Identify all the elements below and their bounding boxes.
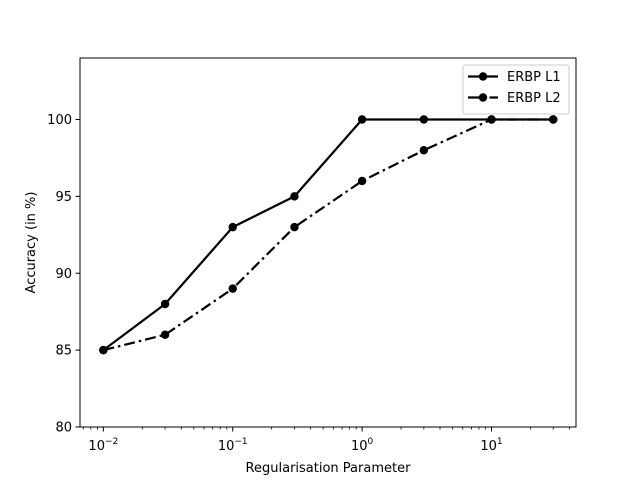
x-tick-label-exponent: −1: [234, 437, 247, 447]
y-axis-label: Accuracy (in %): [24, 192, 39, 294]
x-tick-label: 10−1: [218, 437, 248, 454]
legend: ERBP L1 ERBP L2: [462, 64, 570, 115]
legend-marker: [478, 72, 488, 81]
legend-label: ERBP L2: [507, 91, 561, 106]
legend-item: ERBP L2: [468, 91, 561, 106]
x-tick-label-exponent: 1: [497, 437, 503, 447]
data-point: [487, 115, 496, 124]
plot-frame: [79, 57, 577, 428]
legend-marker: [478, 93, 488, 102]
x-axis-ticks: 10−2 10−1 100 101: [82, 427, 570, 454]
series-line: [103, 118, 554, 352]
legend-label: ERBP L1: [507, 70, 561, 85]
y-tick-label: 100: [47, 113, 72, 128]
y-tick-label: 85: [55, 344, 72, 359]
x-tick-label-base: 10: [88, 439, 105, 454]
x-tick-label-base: 10: [351, 439, 368, 454]
data-point: [160, 299, 170, 309]
y-tick-label: 90: [55, 267, 72, 282]
y-axis-ticks: 80 85 90 95 100: [47, 113, 80, 436]
series-layer: [99, 115, 558, 355]
data-point: [357, 176, 367, 186]
y-tick-label: 95: [55, 190, 72, 205]
x-tick-label: 100: [351, 437, 374, 454]
data-point: [549, 115, 558, 124]
x-tick-label: 10−2: [88, 437, 118, 454]
data-point: [228, 284, 237, 293]
series-line: [102, 118, 554, 352]
data-point: [357, 115, 367, 124]
x-tick-label-exponent: 0: [368, 437, 374, 447]
x-axis-label: Regularisation Parameter: [246, 461, 412, 476]
x-tick-label: 101: [480, 437, 502, 454]
data-point: [228, 222, 237, 232]
data-point: [290, 222, 299, 232]
data-point: [290, 192, 299, 201]
y-tick-label: 80: [55, 421, 72, 436]
data-point: [160, 330, 170, 339]
x-tick-label-base: 10: [218, 439, 235, 454]
x-tick-label-base: 10: [480, 439, 497, 454]
series-2: [99, 115, 558, 355]
data-point: [419, 146, 429, 155]
legend-item: ERBP L1: [468, 70, 561, 85]
data-point: [99, 345, 108, 355]
data-point: [419, 115, 429, 124]
x-tick-label-exponent: −2: [105, 437, 118, 447]
